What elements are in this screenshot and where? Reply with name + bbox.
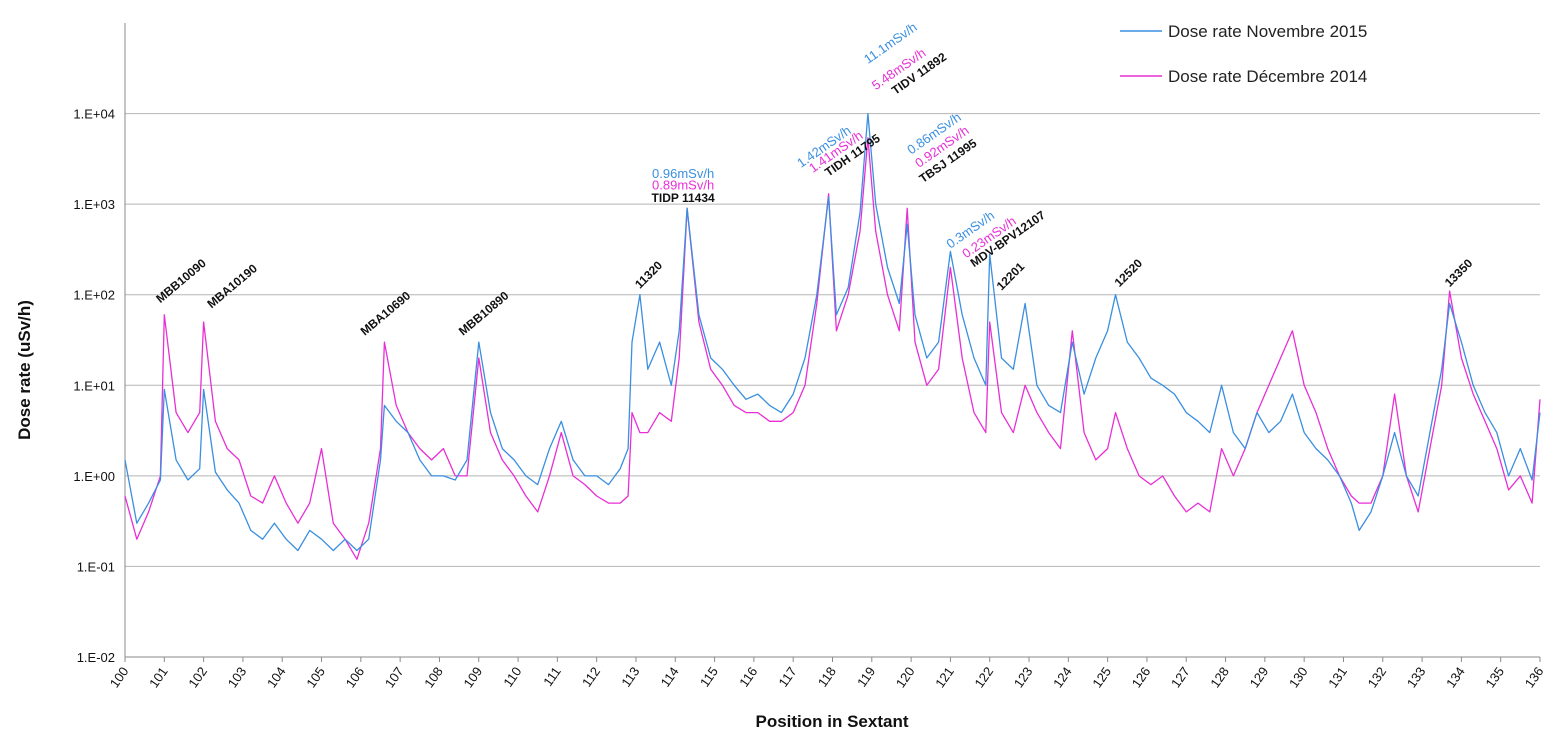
series-line-dec-2014 (124, 137, 1541, 560)
x-tick-label: 119 (854, 664, 878, 690)
y-tick-label: 1.E+01 (73, 378, 115, 393)
x-tick-label: 120 (893, 664, 918, 690)
legend: Dose rate Novembre 2015 Dose rate Décembr… (1120, 22, 1367, 86)
peak-annotation: 13350 (1442, 256, 1476, 290)
peak-annotation: 12201 (994, 259, 1028, 293)
x-tick-label: 114 (658, 664, 682, 690)
x-tick-label: 109 (460, 664, 485, 690)
peak-annotation: MBB10890 (456, 288, 512, 338)
x-tick-label: 106 (343, 664, 368, 690)
x-tick-label: 112 (579, 664, 603, 690)
x-tick-label: 127 (1168, 664, 1193, 690)
axes: 1.E-02 1.E-01 1.E+00 1.E+01 1.E+02 1.E+03 1.E+… (73, 23, 1546, 690)
x-tick-label: 111 (540, 664, 564, 689)
x-tick-label: 107 (382, 664, 407, 690)
x-tick-label: 105 (303, 664, 328, 690)
x-tick-label: 117 (775, 664, 799, 690)
x-tick-label: 121 (932, 664, 957, 690)
x-tick-label: 101 (146, 664, 171, 690)
x-tick-label: 116 (736, 664, 760, 690)
x-tick-label: 122 (971, 664, 996, 690)
peak-annotation: 0.89mSv/h (652, 178, 714, 193)
y-tick-label: 1.E-01 (77, 559, 115, 574)
x-tick-label: 115 (697, 664, 721, 690)
peak-annotation: MBA10190 (204, 261, 260, 311)
x-tick-label: 104 (264, 664, 289, 690)
x-tick-label: 110 (500, 664, 524, 690)
x-tick-label: 129 (1247, 664, 1272, 690)
peak-annotation: 12520 (1112, 256, 1146, 290)
x-tick-label: 102 (185, 664, 210, 690)
x-axis-title: Position in Sextant (755, 712, 908, 731)
y-tick-label: 1.E+00 (73, 469, 115, 484)
x-tick-label: 123 (1011, 664, 1036, 690)
x-tick-label: 132 (1364, 664, 1389, 690)
x-tick-label: 128 (1207, 664, 1232, 690)
series-lines (124, 112, 1541, 560)
y-tick-label: 1.E+03 (73, 197, 115, 212)
x-tick-label: 131 (1325, 664, 1350, 690)
y-tick-label: 1.E+04 (73, 107, 115, 122)
x-tick-label: 108 (421, 664, 446, 690)
peak-annotation: 11320 (632, 258, 665, 291)
peak-annotation: MBA10690 (358, 288, 414, 338)
x-tick-label: 136 (1522, 664, 1547, 690)
x-tick-label: 135 (1482, 664, 1507, 690)
x-tick-label: 133 (1404, 664, 1429, 690)
y-tick-label: 1.E-02 (77, 650, 115, 665)
peak-annotation: TIDP 11434 (652, 191, 715, 205)
x-tick-label: 103 (225, 664, 250, 690)
x-tick-label: 118 (815, 664, 839, 690)
legend-label: Dose rate Décembre 2014 (1168, 67, 1367, 86)
x-tick-label: 100 (107, 664, 132, 690)
peak-annotation: 0.96mSv/h (652, 166, 714, 181)
x-tick-label: 124 (1050, 664, 1075, 690)
x-tick-label: 134 (1443, 664, 1468, 690)
y-axis-title: Dose rate (uSv/h) (15, 300, 34, 440)
x-tick-label: 113 (618, 664, 642, 690)
peak-annotation: MBB10090 (153, 256, 209, 306)
x-tick-label: 125 (1089, 664, 1114, 690)
x-tick-label: 130 (1286, 664, 1311, 690)
y-tick-label: 1.E+02 (73, 288, 115, 303)
grid-lines (125, 113, 1540, 567)
x-tick-label: 126 (1129, 664, 1154, 690)
legend-label: Dose rate Novembre 2015 (1168, 22, 1367, 41)
series-line-nov-2015 (124, 112, 1541, 552)
